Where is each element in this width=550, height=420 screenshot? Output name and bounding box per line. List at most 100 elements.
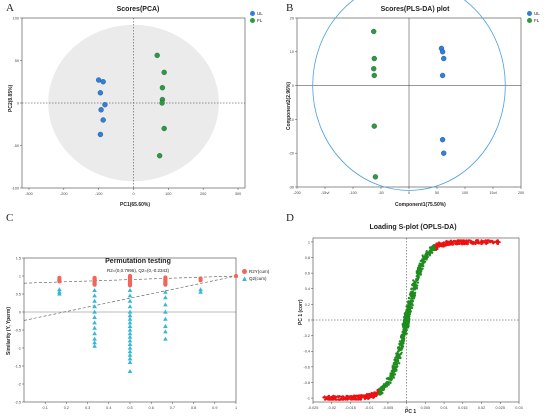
loading-point	[423, 261, 426, 264]
panel-b-plsda: Scores(PLS-DA) plot Component1(75.50%) C…	[277, 0, 550, 210]
loading-point	[465, 240, 469, 243]
loading-point	[413, 285, 416, 288]
point-fl	[372, 174, 379, 180]
panel-a-plot: -300 -200 -100 0 100 200 300 -100 -50 0 50 100	[11, 16, 246, 196]
panel-c-subtitle: R2=(0,0.7995), Q2=(0,-0.2343)	[106, 268, 170, 273]
loading-point	[411, 284, 414, 287]
loading-point	[376, 390, 380, 393]
loading-point	[328, 398, 332, 401]
loading-point	[410, 287, 413, 290]
x-tick-label: 0.01	[440, 406, 447, 410]
panel-c-legend: R2Y(cum) Q2(cum)	[242, 268, 269, 282]
point-ul	[439, 49, 446, 55]
loading-point	[406, 326, 410, 329]
loading-point	[341, 395, 344, 398]
loading-point	[435, 242, 438, 245]
loading-point	[394, 356, 397, 359]
y-tick-label: 0	[292, 84, 294, 88]
point-q2	[127, 331, 133, 336]
loading-point	[402, 332, 405, 336]
loading-point	[403, 337, 406, 340]
point-fl	[159, 85, 166, 91]
loading-point	[418, 264, 421, 267]
loading-point	[426, 254, 429, 258]
loading-point	[364, 396, 367, 400]
x-tick-label: 0	[408, 191, 410, 195]
loading-point	[398, 343, 401, 346]
x-tick-label: -100	[95, 192, 103, 196]
point-ul	[102, 102, 108, 108]
loading-point	[415, 279, 418, 283]
regression-line	[23, 275, 237, 321]
x-tick-label: 200	[518, 191, 524, 195]
point-ul	[439, 72, 446, 79]
point-q2	[127, 338, 133, 343]
y-tick-label: -0.6	[303, 365, 310, 369]
loading-point	[406, 321, 409, 324]
loading-point	[379, 392, 382, 395]
point-q2	[163, 324, 168, 328]
panel-d-splot: Loading S-plot (OPLS-DA) PC 1 PC 1 (corr…	[277, 210, 550, 420]
loading-point	[425, 250, 428, 253]
loading-point	[437, 245, 440, 248]
point-ul	[439, 137, 446, 143]
loading-point	[387, 381, 391, 384]
point-q2	[127, 356, 133, 361]
x-tick-label: 300	[235, 192, 241, 196]
loading-point	[416, 269, 419, 272]
x-tick-label: -200	[293, 191, 301, 195]
loading-point	[406, 301, 410, 304]
panel-d-plot: -0.025 -0.02 -0.015 -0.01 -0.005 0 0.005 0.01 0.…	[303, 237, 523, 410]
point-q2	[127, 304, 133, 309]
legend-swatch-fl	[250, 18, 255, 24]
legend-swatch-ul	[250, 11, 255, 17]
panel-d-title: Loading S-plot (OPLS-DA)	[369, 224, 457, 231]
point-q2	[57, 291, 62, 296]
y-tick-label: 10	[290, 50, 294, 54]
panel-b-title: Scores(PLS-DA) plot	[380, 6, 450, 13]
x-tick-label: 0.6	[149, 406, 154, 410]
loading-point	[350, 397, 354, 400]
x-tick-label: 0.7	[170, 406, 175, 410]
x-tick-label: 0.4	[106, 406, 111, 410]
point-fl	[156, 153, 163, 159]
point-q2	[163, 316, 168, 321]
loading-point	[360, 396, 363, 399]
point-q2	[127, 345, 133, 350]
loading-point	[410, 297, 413, 300]
panel-a-legend: UL FL	[250, 10, 263, 24]
legend-item-ul: UL	[527, 10, 540, 17]
loading-point	[445, 242, 448, 245]
loading-point	[395, 363, 398, 366]
loading-point	[395, 358, 398, 361]
loading-point	[329, 396, 332, 400]
loading-point	[424, 253, 427, 256]
point-q2	[163, 289, 168, 294]
point-r2y	[163, 282, 168, 287]
x-tick-label: 0.015	[458, 406, 468, 410]
legend-label-fl: FL	[534, 18, 540, 23]
loading-point	[437, 242, 440, 245]
x-tick-label: 1	[235, 406, 237, 410]
loading-point	[389, 378, 393, 381]
point-q2	[127, 293, 133, 298]
point-q2	[163, 309, 168, 314]
loading-point	[374, 391, 377, 394]
point-q2	[127, 324, 133, 328]
y-tick-label: -30	[289, 185, 295, 189]
panel-letter-d: D	[286, 212, 294, 224]
loading-point	[401, 331, 404, 334]
loading-point	[431, 251, 434, 254]
x-tick-label: 100	[462, 191, 468, 195]
point-fl	[371, 55, 377, 62]
loading-point	[419, 266, 422, 269]
point-fl	[159, 100, 165, 106]
loading-point	[323, 395, 326, 398]
point-r2y	[198, 278, 203, 283]
loading-point	[392, 363, 395, 366]
point-q2	[92, 309, 97, 314]
y-tick-label: 0	[308, 318, 310, 322]
x-tick-label: 0.03	[515, 406, 522, 410]
loading-point	[417, 274, 420, 277]
loading-point	[381, 385, 384, 388]
